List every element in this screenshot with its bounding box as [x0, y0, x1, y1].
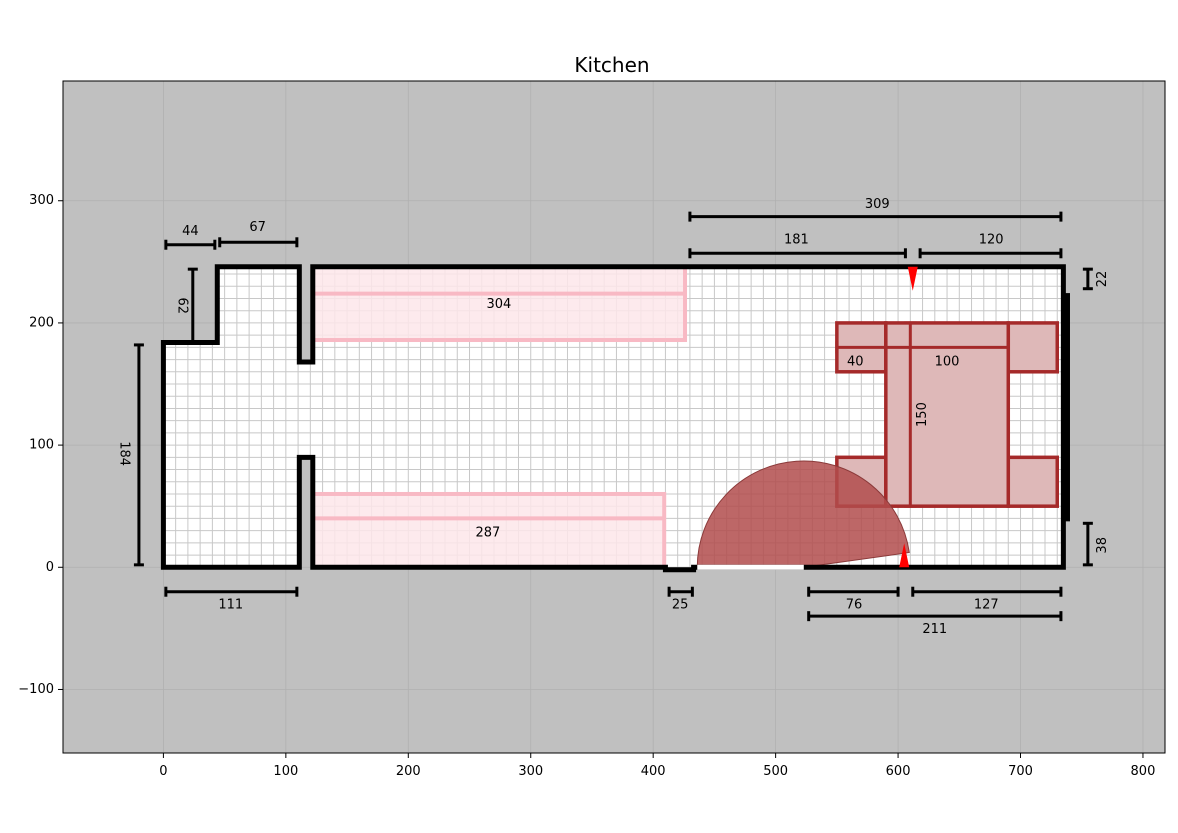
dimension-label: 120 — [979, 232, 1004, 247]
dimension-label: 184 — [117, 441, 132, 466]
y-tick-label: −100 — [18, 682, 54, 697]
x-tick-label: 400 — [641, 764, 666, 779]
dimension-label: 44 — [182, 224, 199, 239]
x-tick-label: 300 — [518, 764, 543, 779]
x-tick-label: 500 — [763, 764, 788, 779]
x-tick-label: 100 — [273, 764, 298, 779]
dimension-label: 25 — [672, 598, 689, 613]
dimension-label: 38 — [1095, 537, 1110, 554]
counter — [310, 264, 688, 343]
dimension-label: 211 — [922, 622, 947, 637]
radiator — [1061, 293, 1070, 522]
counter-label: 304 — [486, 297, 511, 312]
dimension-label: 22 — [1095, 271, 1110, 288]
dimension-lines: 44 67 62 184 111 25 76 127 211 309 181 120 22 38 40 100… — [117, 197, 1110, 637]
position-markers — [899, 266, 918, 568]
position-marker — [907, 266, 918, 291]
x-tick-label: 0 — [159, 764, 167, 779]
dimension-label: 181 — [784, 232, 809, 247]
dimension-label: 127 — [974, 598, 999, 613]
table-dimension-label: 150 — [915, 402, 930, 427]
plot-title: Kitchen — [574, 53, 649, 77]
table-dimension-label: 40 — [847, 355, 864, 370]
table-dimension-label: 100 — [935, 355, 960, 370]
dimension-label: 62 — [174, 298, 189, 315]
dimension-label: 111 — [218, 598, 243, 613]
room-walls — [160, 264, 1070, 573]
wall-outline — [160, 264, 1066, 573]
counters: 304 287 — [310, 264, 688, 570]
counter-label: 287 — [475, 526, 500, 541]
dimension-label: 76 — [846, 598, 863, 613]
door-swing-arc — [696, 460, 910, 568]
chair — [1006, 321, 1059, 374]
door-swing — [696, 460, 910, 568]
y-tick-label: 0 — [46, 560, 54, 575]
table-top — [884, 321, 1011, 508]
axes-frame — [62, 80, 1166, 754]
dimension-label: 309 — [865, 197, 890, 212]
y-tick-label: 200 — [29, 315, 54, 330]
x-tick-label: 700 — [1008, 764, 1033, 779]
position-marker — [899, 543, 910, 568]
x-tick-label: 800 — [1131, 764, 1156, 779]
y-tick-label: 300 — [29, 193, 54, 208]
axis-ticks: 0 100 200 300 400 500 600 700 800 −100 0 100 200 300 — [18, 193, 1155, 779]
x-tick-label: 200 — [396, 764, 421, 779]
x-tick-label: 600 — [886, 764, 911, 779]
chair — [1006, 455, 1059, 508]
dimension-label: 67 — [249, 220, 266, 235]
y-tick-label: 100 — [29, 438, 54, 453]
